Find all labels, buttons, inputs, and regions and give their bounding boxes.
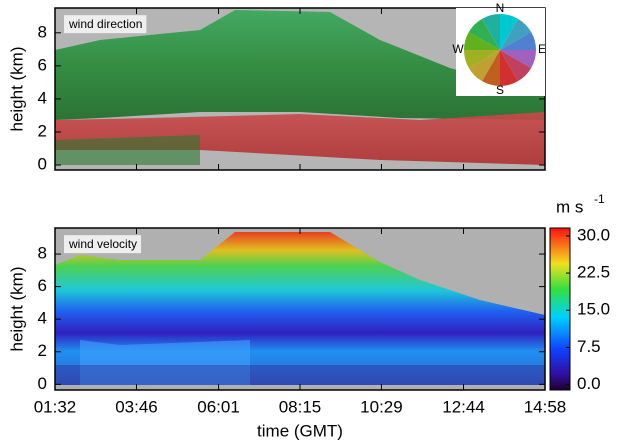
panel-label: wind velocity xyxy=(68,237,137,251)
y-axis-label: height (km) xyxy=(7,266,26,351)
y-axis-label: height (km) xyxy=(7,46,26,131)
colorbar-tick-label: 30.0 xyxy=(577,225,610,244)
colorbar-tick-label: 15.0 xyxy=(577,300,610,319)
colorbar xyxy=(550,228,570,390)
colorbar-tick-label: 7.5 xyxy=(577,337,601,356)
y-tick-label: 8 xyxy=(38,22,47,41)
x-tick-label: 12:44 xyxy=(442,397,485,416)
y-tick-label: 6 xyxy=(38,276,47,295)
y-tick-label: 0 xyxy=(38,374,47,393)
y-tick-label: 4 xyxy=(38,88,47,107)
x-tick-label: 10:29 xyxy=(360,397,403,416)
y-tick-label: 6 xyxy=(38,55,47,74)
colorbar-tick-label: 0.0 xyxy=(577,374,601,393)
y-tick-label: 2 xyxy=(38,341,47,360)
compass-label: E xyxy=(538,42,546,56)
colorbar-unit-exponent: -1 xyxy=(594,192,605,206)
compass-label: W xyxy=(452,42,464,56)
y-tick-label: 0 xyxy=(38,155,47,174)
x-tick-label: 01:32 xyxy=(34,397,77,416)
colorbar-tick-label: 22.5 xyxy=(577,263,610,282)
colorbar-unit: m s xyxy=(556,197,583,216)
x-tick-label: 14:58 xyxy=(524,397,567,416)
x-tick-label: 03:46 xyxy=(115,397,158,416)
compass-label: S xyxy=(496,83,504,97)
x-axis-label: time (GMT) xyxy=(257,421,343,440)
x-tick-label: 06:01 xyxy=(197,397,240,416)
y-tick-label: 4 xyxy=(38,309,47,328)
y-tick-label: 2 xyxy=(38,121,47,140)
x-tick-label: 08:15 xyxy=(279,397,322,416)
compass-label: N xyxy=(496,1,505,15)
chart: 0 2 4 6 8 wind direction height (km) N E S W 0 2 4 6 8 0… xyxy=(0,0,618,446)
panel-label: wind direction xyxy=(68,17,142,31)
y-tick-label: 8 xyxy=(38,244,47,263)
